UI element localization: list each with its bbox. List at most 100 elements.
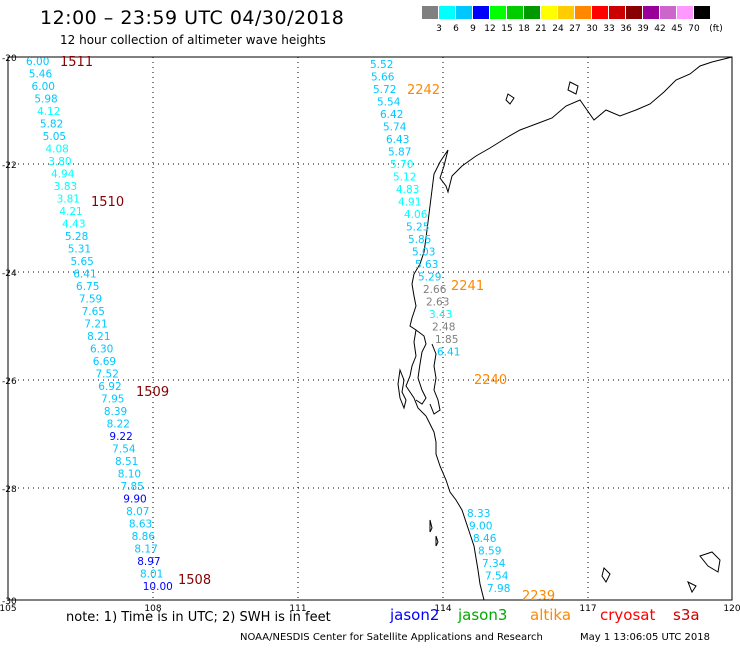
pass-label: 1511 xyxy=(60,55,93,70)
wave-height-value-east: 6.41 xyxy=(437,347,460,359)
lat-tick-label: -28 xyxy=(2,485,17,495)
wave-height-value-south: 7.54 xyxy=(485,571,509,583)
island-south-2 xyxy=(687,580,697,594)
abrolhos-islands xyxy=(429,519,439,547)
wave-height-value-east: 5.85 xyxy=(408,234,431,246)
wave-height-value-west: 8.39 xyxy=(104,406,127,418)
page-subtitle: 12 hour collection of altimeter wave hei… xyxy=(60,33,326,47)
legend-swatch xyxy=(456,6,472,19)
legend-label: 6 xyxy=(453,24,459,34)
wave-height-value-east: 2.66 xyxy=(423,284,447,296)
wave-height-value-west: 6.75 xyxy=(76,281,99,293)
legend-label: 12 xyxy=(484,24,496,34)
legend-label: 36 xyxy=(620,24,632,34)
legend-swatch xyxy=(660,6,676,19)
lat-tick-label: -20 xyxy=(2,54,17,64)
lon-tick-label: 117 xyxy=(579,604,596,614)
wave-height-value-west: 6.92 xyxy=(98,381,121,393)
wave-height-value-west: 8.22 xyxy=(107,419,130,431)
wave-height-value-west: 5.98 xyxy=(34,94,57,106)
wave-height-value-east: 4.83 xyxy=(396,184,419,196)
wave-height-value-west: 8.21 xyxy=(87,331,110,343)
legend-label: 33 xyxy=(603,24,615,34)
wave-height-value-south: 7.34 xyxy=(482,558,506,570)
legend-label: 27 xyxy=(569,24,581,34)
wave-height-value-east: 6.42 xyxy=(380,109,403,121)
wave-height-value-west: 8.97 xyxy=(137,556,160,568)
legend-label: 9 xyxy=(470,24,476,34)
pass-label: 2240 xyxy=(474,373,507,388)
dirk-hartog-island xyxy=(397,368,407,410)
wave-height-value-south: 9.00 xyxy=(469,521,492,533)
pass-label: 1509 xyxy=(136,385,169,400)
wave-height-value-west: 3.83 xyxy=(54,181,77,193)
wave-height-value-east: 4.91 xyxy=(398,197,421,209)
legend-label: 30 xyxy=(586,24,598,34)
pass-label: 1508 xyxy=(178,573,211,588)
wave-height-value-west: 5.65 xyxy=(70,256,93,268)
pass-label: 2239 xyxy=(522,589,555,604)
wave-height-value-west: 7.54 xyxy=(112,444,136,456)
wave-height-value-west: 6.41 xyxy=(73,269,96,281)
footer-note: note: 1) Time is in UTC; 2) SWH is in fe… xyxy=(66,610,331,625)
wave-height-value-west: 6.69 xyxy=(93,356,116,368)
wave-height-value-east: 2.63 xyxy=(426,297,449,309)
legend-swatch xyxy=(524,6,540,19)
wave-height-value-west: 5.28 xyxy=(65,231,88,243)
wave-height-value-south: 7.98 xyxy=(487,583,510,595)
wave-height-value-west: 6.30 xyxy=(90,344,113,356)
wave-height-value-east: 5.12 xyxy=(393,172,416,184)
wave-height-value-west: 8.51 xyxy=(115,456,138,468)
wave-height-value-west: 6.00 xyxy=(32,81,55,93)
wave-height-value-east: 5.66 xyxy=(371,72,395,84)
wave-height-value-west: 8.01 xyxy=(140,569,163,581)
wave-height-value-east: 5.72 xyxy=(373,84,396,96)
wave-height-value-east: 5.29 xyxy=(418,272,441,284)
montebello-islands xyxy=(567,81,579,95)
wave-height-value-west: 4.08 xyxy=(45,144,68,156)
legend-swatch xyxy=(541,6,557,19)
wave-height-value-west: 7.52 xyxy=(96,369,119,381)
lake-south xyxy=(699,551,721,573)
legend-swatch xyxy=(558,6,574,19)
wave-height-value-west: 3.80 xyxy=(48,156,71,168)
lat-tick-label: -24 xyxy=(2,269,17,279)
lon-tick-label: 111 xyxy=(289,604,306,614)
wave-height-value-south: 8.59 xyxy=(478,546,501,558)
satellite-cryosat: cryosat xyxy=(600,606,656,624)
lon-tick-label: 114 xyxy=(434,604,451,614)
shark-bay-peninsula xyxy=(415,329,427,405)
satellite-altika: altika xyxy=(530,606,572,624)
map-frame xyxy=(7,56,733,601)
wave-height-value-west: 5.31 xyxy=(68,244,91,256)
wave-height-value-east: 4.06 xyxy=(404,209,428,221)
pass-label: 1510 xyxy=(91,195,124,210)
wave-height-value-south: 8.46 xyxy=(473,533,497,545)
wave-height-value-west: 7.65 xyxy=(82,306,105,318)
lon-tick-label: 105 xyxy=(0,604,17,614)
legend-swatch xyxy=(439,6,455,19)
wave-height-value-west: 5.05 xyxy=(43,131,66,143)
wave-height-value-west: 3.81 xyxy=(57,194,80,206)
barrow-island xyxy=(505,93,515,105)
legend-swatch xyxy=(626,6,642,19)
legend-label: 39 xyxy=(637,24,649,34)
wave-height-value-west: 7.85 xyxy=(121,481,144,493)
wave-height-value-south: 8.33 xyxy=(467,508,490,520)
legend-label: 18 xyxy=(518,24,530,34)
wave-height-value-east: 5.52 xyxy=(370,59,393,71)
page-title: 12:00 – 23:59 UTC 04/30/2018 xyxy=(40,7,345,29)
wave-height-value-west: 4.12 xyxy=(37,106,60,118)
wave-height-value-west: 7.95 xyxy=(101,394,124,406)
wave-height-value-west: 7.21 xyxy=(84,319,107,331)
timestamp-line: May 1 13:06:05 UTC 2018 xyxy=(580,632,710,643)
pass-label: 2242 xyxy=(407,83,440,98)
wave-height-value-west: 4.43 xyxy=(62,219,85,231)
legend-swatch xyxy=(609,6,625,19)
wave-height-value-east: 5.74 xyxy=(383,122,407,134)
lon-tick-label: 120 xyxy=(723,604,740,614)
wave-height-value-west: 8.63 xyxy=(129,519,152,531)
coastline xyxy=(405,56,733,601)
wave-height-value-west: 4.21 xyxy=(59,206,82,218)
